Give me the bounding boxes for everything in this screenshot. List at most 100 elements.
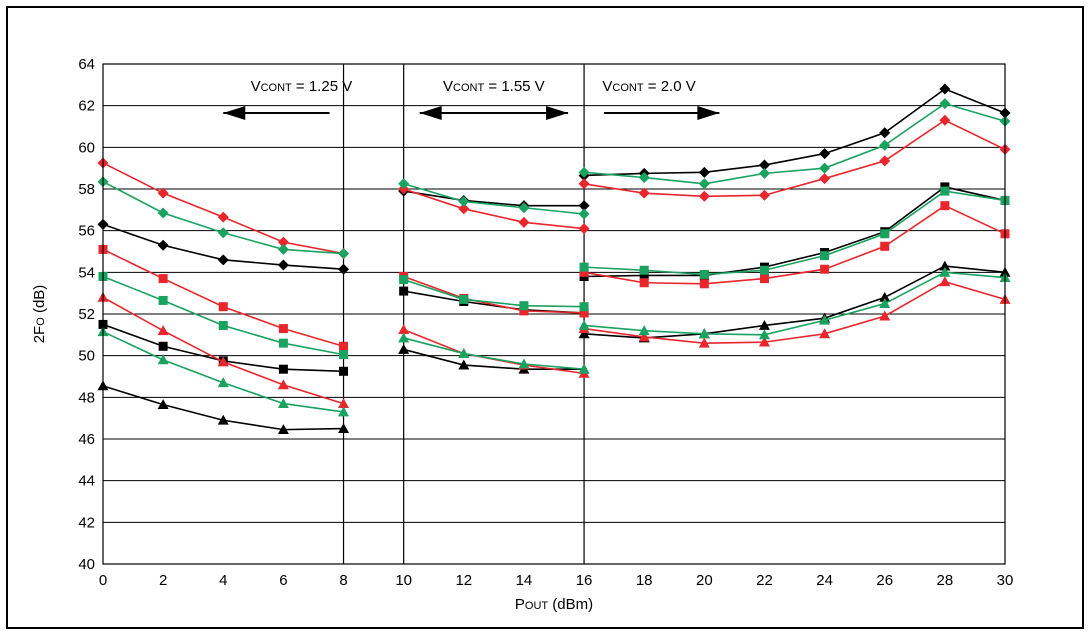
series-line — [398, 178, 590, 220]
diamond-marker — [879, 155, 891, 167]
square-marker — [278, 338, 288, 348]
triangle-marker — [879, 298, 891, 308]
triangle-marker — [698, 328, 710, 339]
square-marker — [519, 301, 529, 311]
x-tick-label: 30 — [997, 572, 1014, 589]
x-tick-label: 26 — [876, 572, 893, 589]
square-marker — [339, 350, 349, 360]
series-path — [102, 275, 344, 356]
x-tick-label: 6 — [279, 572, 287, 589]
triangle-marker — [157, 325, 169, 336]
triangle-marker — [277, 424, 289, 435]
series-path — [102, 162, 344, 255]
x-tick-label: 14 — [516, 572, 533, 589]
arrow-head — [697, 105, 720, 120]
triangle-marker — [458, 348, 470, 358]
x-tick-label: 16 — [576, 572, 593, 589]
diamond-marker — [638, 187, 650, 199]
chart-svg: 0 2 4 6 8 10 12 14 16 18 20 22 24 26 28 304042444648505… — [31, 56, 1014, 613]
series-line — [578, 98, 1011, 190]
x-tick-label: 10 — [395, 572, 412, 589]
square-marker — [639, 265, 649, 275]
triangle-marker — [157, 354, 169, 365]
triangle-marker — [578, 319, 590, 330]
y-tick-label: 56 — [78, 223, 95, 240]
triangle-marker — [157, 399, 169, 410]
series-path — [403, 188, 585, 230]
diamond-marker — [698, 190, 710, 202]
grid — [103, 63, 1005, 565]
diamond-marker — [939, 114, 951, 126]
vcont-label: VCONT = 1.25 V — [251, 78, 353, 95]
x-tick-label: 28 — [937, 572, 954, 589]
triangle-marker — [458, 359, 470, 370]
diamond-marker — [758, 189, 770, 201]
square-marker — [759, 265, 769, 275]
triangle-marker — [518, 358, 530, 369]
diamond-marker — [578, 208, 590, 220]
vcont-annotation: VCONT = 1.55 V — [419, 78, 569, 120]
y-tick-label: 46 — [78, 431, 95, 448]
y-tick-label: 40 — [78, 556, 95, 573]
y-tick-label: 54 — [78, 264, 95, 281]
triangle-marker — [338, 398, 350, 408]
diamond-marker — [157, 239, 169, 251]
diamond-marker — [398, 178, 410, 190]
x-tick-label: 12 — [455, 572, 472, 589]
diamond-marker — [338, 248, 350, 260]
triangle-marker — [398, 332, 410, 343]
triangle-marker — [698, 337, 710, 348]
y-tick-label: 62 — [78, 98, 95, 115]
diamond-marker — [578, 178, 590, 190]
triangle-marker — [277, 398, 289, 408]
triangle-marker — [217, 356, 229, 367]
diamond-marker — [698, 178, 710, 190]
square-marker — [820, 251, 830, 261]
diamond-marker — [277, 236, 289, 248]
square-marker — [579, 262, 589, 272]
series-path — [583, 102, 1006, 185]
y-tick-label: 50 — [78, 348, 95, 365]
diamond-marker — [217, 254, 229, 266]
series-path — [403, 275, 585, 314]
diamond-marker — [277, 259, 289, 271]
series-line — [97, 218, 350, 275]
y-tick-label: 64 — [78, 56, 95, 73]
series-line — [578, 276, 1011, 348]
arrow-head — [419, 105, 442, 120]
diamond-marker — [518, 216, 530, 228]
chart-frame: 0 2 4 6 8 10 12 14 16 18 20 22 24 26 28 30 40 42 44 46 48 50 5… — [6, 6, 1084, 629]
diamond-marker — [518, 202, 530, 214]
diamond-marker — [578, 223, 590, 235]
y-tick-label: 44 — [78, 473, 95, 490]
series-path — [403, 337, 585, 371]
triangle-marker — [758, 319, 770, 330]
series-path — [403, 183, 585, 215]
diamond-marker — [939, 83, 951, 95]
square-marker — [940, 186, 950, 196]
series-line — [97, 176, 350, 260]
series-path — [403, 278, 585, 308]
diamond-marker — [338, 263, 350, 275]
triangle-marker — [398, 324, 410, 335]
square-marker — [639, 278, 649, 288]
series-line — [578, 83, 1011, 181]
diamond-marker — [819, 162, 831, 174]
x-tick-label: 18 — [636, 572, 653, 589]
series-line — [398, 332, 590, 374]
vcont-label: VCONT = 1.55 V — [443, 78, 545, 95]
square-marker — [699, 279, 709, 289]
triangle-marker — [578, 328, 590, 339]
square-marker — [639, 270, 649, 280]
x-tick-label: 20 — [696, 572, 713, 589]
triangle-marker — [277, 379, 289, 390]
diamond-marker — [277, 243, 289, 255]
x-axis-label: POUT (dBm) — [515, 596, 593, 613]
triangle-marker — [217, 377, 229, 388]
x-tick-label: 24 — [816, 572, 833, 589]
square-marker — [218, 320, 228, 330]
diamond-marker — [939, 98, 951, 110]
triangle-marker — [398, 343, 410, 354]
series-path — [583, 280, 1006, 344]
diamond-marker — [157, 187, 169, 199]
